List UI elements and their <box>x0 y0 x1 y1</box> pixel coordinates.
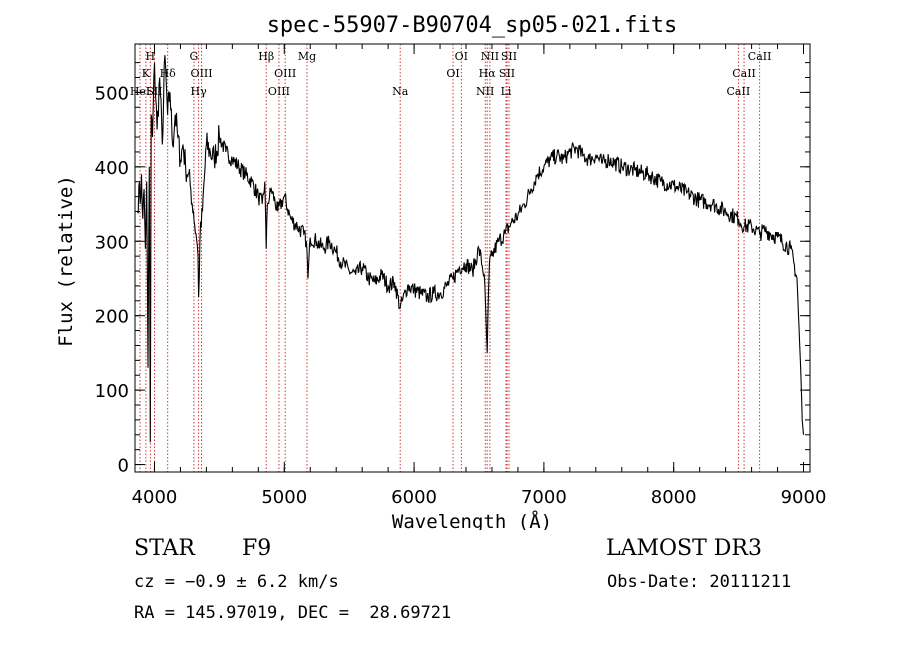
x-tick-label: 9000 <box>781 487 827 508</box>
line-marker-label: OIII <box>274 67 296 80</box>
y-tick-label: 400 <box>95 158 129 179</box>
y-tick-label: 200 <box>95 307 129 328</box>
line-marker-label: Hγ <box>191 85 208 98</box>
object-class: STAR <box>134 536 195 561</box>
redshift-cz: cz = −0.9 ± 6.2 km/s <box>134 572 339 592</box>
x-tick-label: 4000 <box>132 487 178 508</box>
line-marker-label: SII <box>499 67 515 80</box>
line-marker-label: Mg <box>298 50 316 63</box>
line-marker-label: Hβ <box>258 50 274 63</box>
x-tick-label: 8000 <box>651 487 697 508</box>
y-tick-label: 100 <box>95 381 129 402</box>
line-marker-label: SII <box>501 50 517 63</box>
y-tick-label: 300 <box>95 232 129 253</box>
line-marker-label: OI <box>446 67 459 80</box>
x-tick-label: 5000 <box>261 487 307 508</box>
line-marker-label: CaII <box>727 85 751 98</box>
x-tick-label: 7000 <box>521 487 567 508</box>
line-markers <box>139 44 761 472</box>
y-tick-label: 500 <box>95 83 129 104</box>
line-marker-labels: HeIKHSIIHδGHγOIIIHβOIIIOIIIMgNaOIOINIIHα… <box>130 50 772 98</box>
x-axis-ticks: 4000 5000 6000 7000 8000 9000 <box>132 44 827 508</box>
line-marker-label: Hδ <box>160 67 177 80</box>
x-tick-label: 6000 <box>391 487 437 508</box>
line-marker-label: Li <box>501 85 512 98</box>
y-axis-ticks: 0 100 200 300 400 500 <box>95 62 810 477</box>
line-marker-label: Hα <box>479 67 497 80</box>
line-marker-label: NII <box>476 85 494 98</box>
spectrum-line <box>137 55 805 443</box>
line-marker-label: NII <box>481 50 499 63</box>
obs-date: Obs-Date: 20111211 <box>607 572 792 592</box>
line-marker-label: CaII <box>732 67 756 80</box>
line-marker-label: OIII <box>268 85 290 98</box>
survey-name: LAMOST DR3 <box>606 536 762 561</box>
line-marker-label: G <box>190 50 199 63</box>
line-marker-label: OI <box>455 50 468 63</box>
plot-frame <box>134 43 811 473</box>
x-axis-label: Wavelength (Å) <box>392 510 552 530</box>
object-subclass: F9 <box>242 536 272 561</box>
line-marker-label: Na <box>392 85 409 98</box>
y-tick-label: 0 <box>118 456 129 477</box>
y-axis-label: Flux (relative) <box>55 175 77 347</box>
line-marker-label: CaII <box>748 50 772 63</box>
spectrum-chart: spec-55907-B90704_sp05-021.fits HeIKHSII… <box>55 13 827 530</box>
coordinates: RA = 145.97019, DEC = 28.69721 <box>134 603 452 623</box>
chart-title: spec-55907-B90704_sp05-021.fits <box>267 13 678 38</box>
line-marker-label: H <box>146 50 156 63</box>
line-marker-label: K <box>142 67 151 80</box>
line-marker-label: OIII <box>191 67 213 80</box>
